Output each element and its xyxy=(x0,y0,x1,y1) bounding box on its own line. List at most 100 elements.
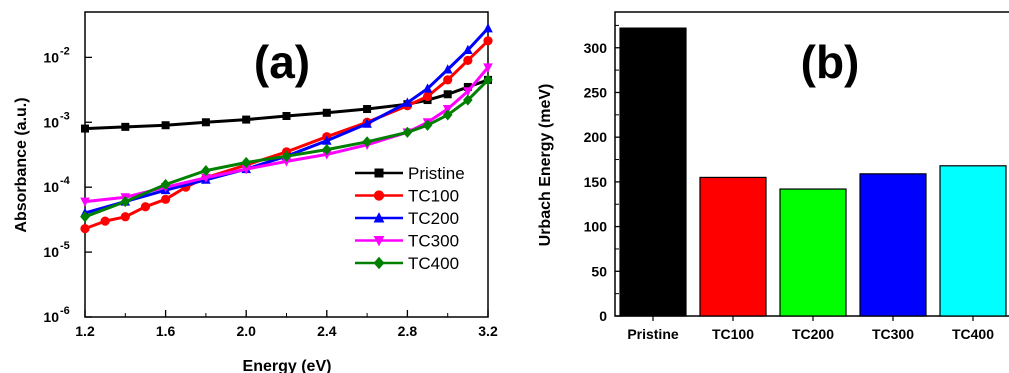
data-point xyxy=(463,82,472,91)
data-point xyxy=(373,256,385,270)
data-point xyxy=(402,126,413,138)
data-point xyxy=(373,212,385,223)
data-point xyxy=(422,91,433,102)
urbach-y-axis-label: Urbach Energy (meV) xyxy=(537,84,554,247)
y-tick-label: 10 xyxy=(43,179,59,195)
bar-tc400 xyxy=(939,165,1007,317)
data-point xyxy=(362,136,372,148)
category-label: Pristine xyxy=(627,326,679,342)
data-point xyxy=(241,165,251,175)
y-tick-exponent: -4 xyxy=(60,175,71,187)
y-tick-label: 250 xyxy=(584,84,608,100)
data-point xyxy=(373,236,385,247)
y-tick-label: 0 xyxy=(599,308,607,324)
data-point xyxy=(201,173,211,183)
absorbance-series-group xyxy=(80,23,493,234)
data-point xyxy=(322,108,331,117)
y-tick-label: 10 xyxy=(43,49,59,65)
legend-entry-pristine: Pristine xyxy=(355,164,465,183)
data-point xyxy=(201,165,211,177)
legend-label: Pristine xyxy=(408,164,465,183)
data-point xyxy=(161,194,171,204)
y-tick-label: 10 xyxy=(43,244,59,260)
y-tick-label: 100 xyxy=(584,219,608,235)
panel-label-b: (b) xyxy=(801,36,860,88)
urbach-bars-group xyxy=(619,27,1007,317)
data-point xyxy=(463,44,473,54)
data-point xyxy=(322,135,332,145)
absorbance-legend: Pristine TC100 TC200 TC300 TC400 xyxy=(355,164,465,273)
data-point xyxy=(373,190,385,201)
category-label: TC100 xyxy=(712,326,754,342)
bar-pristine xyxy=(619,27,687,317)
category-label: TC400 xyxy=(952,326,994,342)
y-tick-exponent: -6 xyxy=(60,305,70,317)
data-point xyxy=(443,90,452,99)
data-point xyxy=(120,195,131,208)
data-point xyxy=(442,64,453,74)
data-point xyxy=(281,157,292,167)
bar-tc100 xyxy=(699,176,767,317)
bar-tc300 xyxy=(859,173,927,317)
data-point xyxy=(442,109,453,121)
data-point xyxy=(463,55,473,65)
absorbance-y-axis-label: Absorbance (a.u.) xyxy=(13,97,30,232)
y-tick-label: 10 xyxy=(43,114,59,130)
absorbance-axis-ticks: 1.2 1.6 2.0 2.4 2.8 3.210-610-510-410-310-2 xyxy=(43,45,498,339)
data-point xyxy=(120,212,130,222)
data-point xyxy=(81,124,89,133)
data-point xyxy=(161,121,170,130)
legend-entry-tc400: TC400 xyxy=(355,254,459,273)
data-point xyxy=(463,87,473,97)
data-point xyxy=(402,97,413,107)
data-point xyxy=(100,216,110,226)
data-point xyxy=(80,211,90,223)
data-point xyxy=(80,224,90,234)
series-tc400 xyxy=(80,74,493,223)
data-point xyxy=(443,75,453,85)
data-point xyxy=(483,36,493,46)
bar-tc200 xyxy=(779,188,847,317)
x-tick-label: 2.8 xyxy=(398,323,418,339)
y-tick-label: 50 xyxy=(591,263,607,279)
data-point xyxy=(483,74,493,86)
legend-label: TC400 xyxy=(408,254,459,273)
y-tick-exponent: -5 xyxy=(60,240,70,252)
y-tick-label: 300 xyxy=(584,40,608,56)
y-tick-exponent: -2 xyxy=(60,45,70,57)
data-point xyxy=(80,197,90,207)
panel-label-a: (a) xyxy=(254,36,310,88)
urbach-axis-ticks: 0 50 100 150 200 250 300 Pristine TC100 TC200 TC30… xyxy=(584,24,994,342)
y-tick-label: 150 xyxy=(584,174,608,190)
data-point xyxy=(282,111,291,120)
legend-entry-tc100: TC100 xyxy=(355,187,459,206)
data-point xyxy=(201,118,210,127)
x-tick-label: 3.2 xyxy=(478,323,498,339)
legend-label: TC100 xyxy=(408,187,459,206)
y-tick-label: 10 xyxy=(43,309,59,325)
data-point xyxy=(422,119,433,131)
data-point xyxy=(374,168,384,178)
legend-entry-tc200: TC200 xyxy=(355,209,459,228)
data-point xyxy=(160,178,171,191)
data-point xyxy=(363,105,372,114)
absorbance-chart-panel: 1.2 1.6 2.0 2.4 2.8 3.210-610-510-410-310-2 (… xyxy=(13,11,498,373)
data-point xyxy=(241,156,251,169)
data-point xyxy=(422,83,433,93)
urbach-energy-chart-panel: 0 50 100 150 200 250 300 Pristine TC100 TC200 TC30… xyxy=(537,11,1009,342)
legend-label: TC200 xyxy=(408,209,459,228)
y-tick-label: 200 xyxy=(584,129,608,145)
data-point xyxy=(483,23,493,33)
legend-entry-tc300: TC300 xyxy=(355,232,459,251)
category-label: TC300 xyxy=(872,326,914,342)
data-point xyxy=(281,150,292,162)
data-point xyxy=(121,122,130,131)
x-tick-label: 2.4 xyxy=(317,323,337,339)
data-point xyxy=(242,115,251,124)
category-label: TC200 xyxy=(792,326,834,342)
legend-label: TC300 xyxy=(408,232,459,251)
data-point xyxy=(362,118,372,128)
x-tick-label: 2.0 xyxy=(236,323,256,339)
data-point xyxy=(140,202,151,212)
